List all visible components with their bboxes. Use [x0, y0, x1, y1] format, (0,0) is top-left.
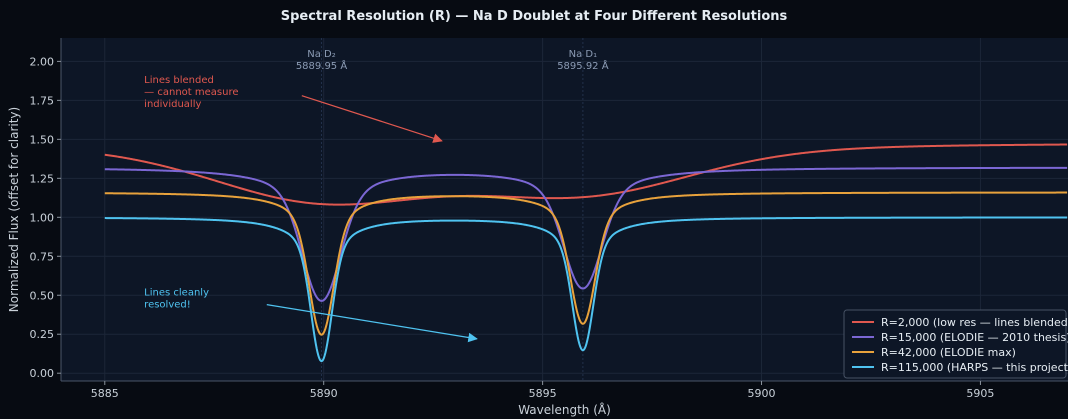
x-tick-label: 5905	[966, 387, 994, 400]
annotation-text: resolved!	[144, 299, 191, 310]
annotations: Lines blended— cannot measureindividuall…	[144, 75, 478, 343]
y-tick-label: 0.75	[30, 250, 55, 263]
legend: R=2,000 (low res — lines blended) R=15,00…	[843, 309, 1068, 379]
legend-entry: R=115,000 (HARPS — this project)	[881, 361, 1068, 374]
y-tick-label: 1.00	[30, 211, 55, 224]
series-line-2	[104, 191, 1068, 336]
legend-entry: R=15,000 (ELODIE — 2010 thesis)	[881, 331, 1068, 344]
y-tick-label: 1.25	[30, 172, 55, 185]
chart-title: Spectral Resolution (R) — Na D Doublet a…	[281, 9, 788, 24]
x-tick-label: 5895	[529, 387, 557, 400]
spectral-line-wavelength: 5895.92 Å	[557, 59, 609, 72]
x-tick-label: 5900	[748, 387, 776, 400]
legend-entry: R=2,000 (low res — lines blended)	[881, 316, 1068, 329]
annotation-text: Lines blended	[144, 75, 214, 86]
y-tick-label: 0.25	[30, 328, 55, 341]
annotation-arrow	[301, 95, 443, 143]
y-tick-label: 1.50	[30, 133, 55, 146]
annotation-text: — cannot measure	[144, 87, 238, 98]
series-line-0	[104, 143, 1068, 206]
series-group	[104, 143, 1068, 363]
series-line-3	[104, 216, 1068, 363]
series-line-1	[104, 166, 1068, 302]
y-tick-label: 2.00	[30, 55, 55, 68]
x-axis-label: Wavelength (Å)	[518, 402, 611, 417]
y-tick-label: 1.75	[30, 94, 55, 107]
y-axis-label: Normalized Flux (offset for clarity)	[7, 107, 21, 312]
spectral-line-name: Na D₂	[307, 49, 336, 60]
legend-entry: R=42,000 (ELODIE max)	[881, 346, 1016, 359]
axes: 5885 5890 5895 5900 5905 0.00 0.25 0.50 0.75 1.00…	[30, 38, 1068, 400]
spectral-line-wavelength: 5889.95 Å	[296, 59, 348, 72]
y-tick-label: 0.50	[30, 289, 55, 302]
legend-box	[843, 309, 1067, 379]
annotation-text: Lines cleanly	[144, 287, 209, 298]
x-tick-label: 5890	[310, 387, 338, 400]
spectral-line-name: Na D₁	[569, 49, 598, 60]
annotation-arrow	[266, 304, 478, 343]
y-tick-label: 0.00	[30, 367, 55, 380]
x-tick-label: 5885	[91, 387, 119, 400]
annotation-text: individually	[144, 99, 201, 110]
